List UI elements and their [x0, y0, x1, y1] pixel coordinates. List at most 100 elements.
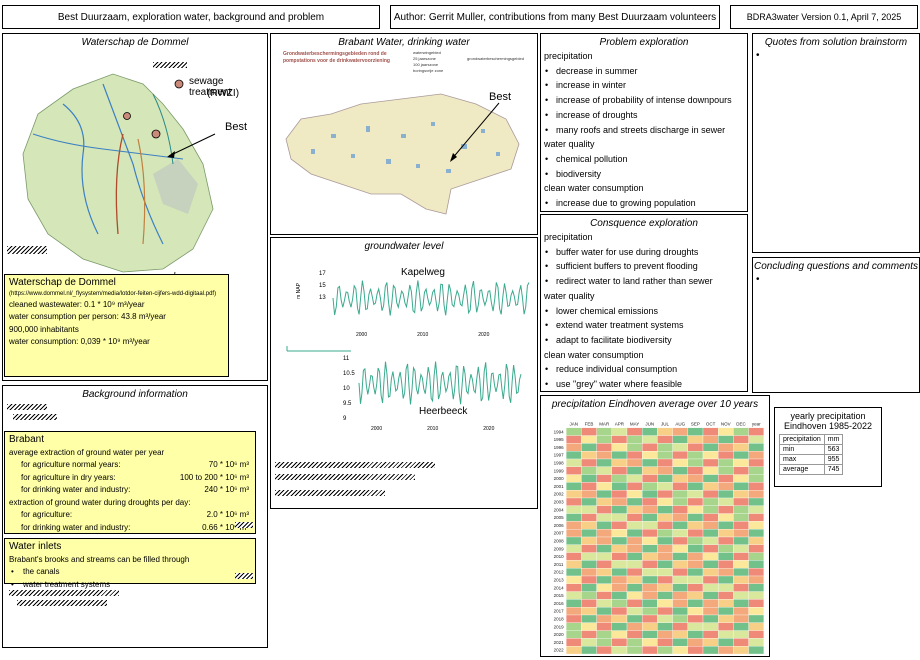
heatmap-cell	[611, 497, 628, 506]
legend-item: 25 jaarszone	[413, 56, 436, 61]
heatmap-cell	[611, 583, 628, 592]
heatmap-cell	[626, 583, 643, 592]
heatmap-cell	[657, 646, 673, 655]
brabant-line-value: 70 * 10⁶ m³	[208, 460, 249, 469]
gw-bottom-xticks: 2000 2010 2020	[371, 426, 494, 432]
column-header: APR	[615, 422, 625, 427]
inlets-text: Brabant's brooks and streams can be fill…	[9, 554, 190, 564]
yearly-table: precipitation mm min 563 max 955 average 745	[779, 434, 844, 475]
heatmap-cell	[748, 427, 764, 436]
list-item: redirect water to land rather than sewer	[544, 274, 744, 289]
heatmap-cell	[626, 521, 643, 530]
heatmap-cell	[642, 451, 658, 460]
year-label: 1996	[554, 445, 565, 450]
table-cell: max	[779, 454, 825, 465]
groundwater-panel: groundwater level Kapelweg Heerbeeck m N…	[270, 237, 538, 509]
year-label: 2011	[554, 562, 564, 567]
heatmap-cell	[596, 435, 612, 444]
heatmap-cell	[581, 521, 597, 530]
heatmap-cell	[581, 646, 597, 655]
heatmap-cell	[702, 474, 719, 483]
heatmap-cell	[733, 427, 749, 436]
heatmap-cell	[611, 591, 628, 600]
hatch-deco	[235, 522, 253, 528]
heatmap-cell	[718, 614, 734, 623]
heatmap-cell	[687, 544, 704, 553]
heatmap-cell	[718, 443, 734, 452]
heatmap-cell	[657, 560, 673, 569]
heatmap-cell	[733, 638, 749, 647]
heatmap-cell	[626, 575, 643, 584]
hatch-deco	[17, 600, 107, 606]
heatmap-cell	[566, 513, 582, 522]
heatmap-cell	[642, 591, 658, 600]
heatmap-cell	[748, 435, 764, 444]
tick: 9.5	[343, 401, 352, 407]
map-legend: waterwingebied 25 jaarszone 100 jaarszon…	[413, 50, 443, 74]
heatmap-cell	[657, 505, 673, 514]
heatmap-cell	[672, 630, 688, 639]
heatmap-cell	[596, 607, 612, 616]
heatmap-cell	[702, 497, 719, 506]
year-label: 2000	[554, 476, 565, 481]
heatmap-cell	[596, 568, 612, 577]
heatmap-cell	[687, 443, 704, 452]
column-header: SEP	[691, 422, 700, 427]
heatmap-cell	[748, 622, 764, 631]
heatmap-cell	[702, 451, 719, 460]
heatmap-cell	[702, 427, 719, 436]
brabant-line: for drinking water and industry: 0.66 * 1…	[9, 522, 251, 535]
column-header: MAY	[630, 422, 639, 427]
list-item: extend water treatment systems	[544, 318, 744, 333]
heatmap-cell	[581, 591, 597, 600]
heatmap-cell	[642, 513, 658, 522]
inlet-item-label: the canals	[23, 567, 60, 576]
heatmap-cell	[566, 552, 582, 561]
column-header: OCT	[706, 422, 716, 427]
heatmap-cell	[657, 466, 673, 475]
heatmap-cell	[748, 614, 764, 623]
brabant-line: for agriculture in dry years: 100 to 200 …	[9, 472, 251, 485]
dommel-info-title: Waterschap de Dommel	[9, 277, 116, 288]
tick: 10.5	[343, 371, 355, 377]
heatmap-cell	[642, 497, 658, 506]
heatmap-cell	[611, 513, 628, 522]
heatmap-cell	[581, 607, 597, 616]
heatmap-cell	[566, 529, 582, 538]
heatmap-cell	[581, 490, 597, 499]
heatmap-cell	[672, 521, 688, 530]
heatmap-cell	[642, 458, 658, 467]
heatmap-cell	[748, 458, 764, 467]
brabant-line-label: extraction of ground water during drough…	[9, 497, 191, 507]
brabant-line-value: 0.66 * 10⁶ m³	[202, 522, 249, 532]
background-panel: Background information Brabant average e…	[2, 385, 268, 648]
heatmap-cell	[672, 474, 688, 483]
gw-ylabel: m NAP	[295, 283, 302, 299]
heatmap-cell	[718, 536, 734, 545]
list-item: buffer water for use during droughts	[544, 245, 744, 260]
dommel-info-url: (https://www.dommel.nl/_flysystem/media/…	[9, 290, 217, 297]
heatmap-cell	[733, 529, 749, 538]
heatmap-cell	[657, 575, 673, 584]
heatmap-cell	[687, 521, 704, 530]
heatmap-cell	[596, 505, 612, 514]
heatmap-cell	[672, 536, 688, 545]
heatmap-cell	[657, 435, 673, 444]
heatmap-cell	[702, 583, 719, 592]
concluding-bullet[interactable]: •	[756, 274, 760, 285]
heatmap-cell	[733, 451, 749, 460]
heatmap-cell	[718, 568, 734, 577]
list-item: chemical pollution	[544, 152, 744, 167]
heatmap-cell	[626, 560, 643, 569]
heatmap-cell	[672, 458, 688, 467]
heatmap-cell	[748, 599, 764, 608]
year-label: 2003	[554, 500, 565, 505]
table-row: average 745	[779, 464, 844, 475]
list-item: biodiversity	[544, 167, 744, 182]
heatmap-cell	[657, 591, 673, 600]
heatmap-cell	[642, 599, 658, 608]
heatmap-cell	[672, 435, 688, 444]
header-title: Best Duurzaam, exploration water, backgr…	[57, 11, 325, 23]
quotes-bullet[interactable]: •	[756, 50, 760, 61]
heatmap-cell	[733, 622, 749, 631]
